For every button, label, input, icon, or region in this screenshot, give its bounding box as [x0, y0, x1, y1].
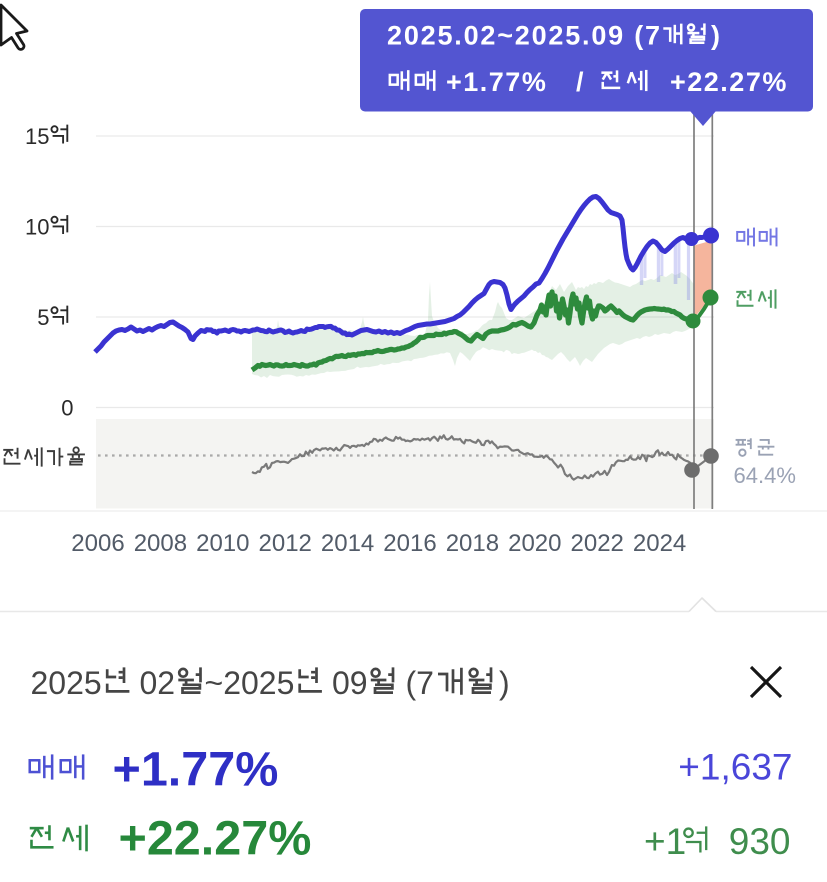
svg-text:2018: 2018 — [446, 530, 499, 557]
svg-text:2012: 2012 — [259, 530, 312, 557]
svg-text:10: 10 — [25, 215, 49, 240]
svg-text:5: 5 — [37, 305, 49, 330]
svg-text:930: 930 — [729, 821, 791, 862]
svg-text:+1,637: +1,637 — [678, 747, 792, 788]
svg-text:2020: 2020 — [508, 530, 561, 557]
svg-text:2025.02~2025.09 (7: 2025.02~2025.09 (7 — [387, 21, 662, 51]
svg-text:+1.77%: +1.77% — [446, 67, 547, 97]
svg-text:+1: +1 — [644, 821, 686, 862]
svg-text:+22.27%: +22.27% — [670, 67, 788, 97]
svg-text:2016: 2016 — [383, 530, 436, 557]
svg-text:0: 0 — [61, 396, 73, 421]
svg-text:2010: 2010 — [196, 530, 249, 557]
svg-text:15: 15 — [25, 124, 49, 149]
svg-text:2025: 2025 — [31, 665, 102, 701]
svg-text:2006: 2006 — [71, 530, 124, 557]
svg-text:02: 02 — [140, 665, 176, 701]
svg-text:2014: 2014 — [321, 530, 374, 557]
svg-text:2008: 2008 — [134, 530, 187, 557]
svg-text:+1.77%: +1.77% — [113, 743, 279, 797]
svg-text:): ) — [711, 21, 720, 51]
svg-text:64.4%: 64.4% — [734, 463, 796, 488]
svg-text:(7: (7 — [406, 665, 434, 701]
svg-text:/: / — [576, 67, 584, 97]
svg-text:+22.27%: +22.27% — [119, 812, 312, 866]
svg-text:~2025: ~2025 — [205, 665, 295, 701]
svg-text:2022: 2022 — [571, 530, 624, 557]
svg-text:): ) — [499, 665, 510, 701]
svg-text:2024: 2024 — [633, 530, 686, 557]
svg-text:09: 09 — [332, 665, 368, 701]
